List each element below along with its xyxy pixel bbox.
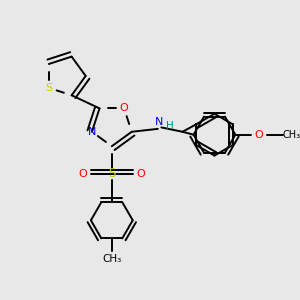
Text: O: O: [254, 130, 263, 140]
Text: H: H: [166, 121, 174, 131]
Text: O: O: [78, 169, 87, 179]
Text: S: S: [45, 83, 52, 93]
Text: N: N: [154, 117, 163, 127]
Text: O: O: [136, 169, 145, 179]
Text: CH₃: CH₃: [102, 254, 122, 264]
Text: S: S: [108, 167, 116, 180]
Text: O: O: [120, 103, 128, 113]
Text: N: N: [88, 127, 96, 137]
Text: CH₃: CH₃: [283, 130, 300, 140]
